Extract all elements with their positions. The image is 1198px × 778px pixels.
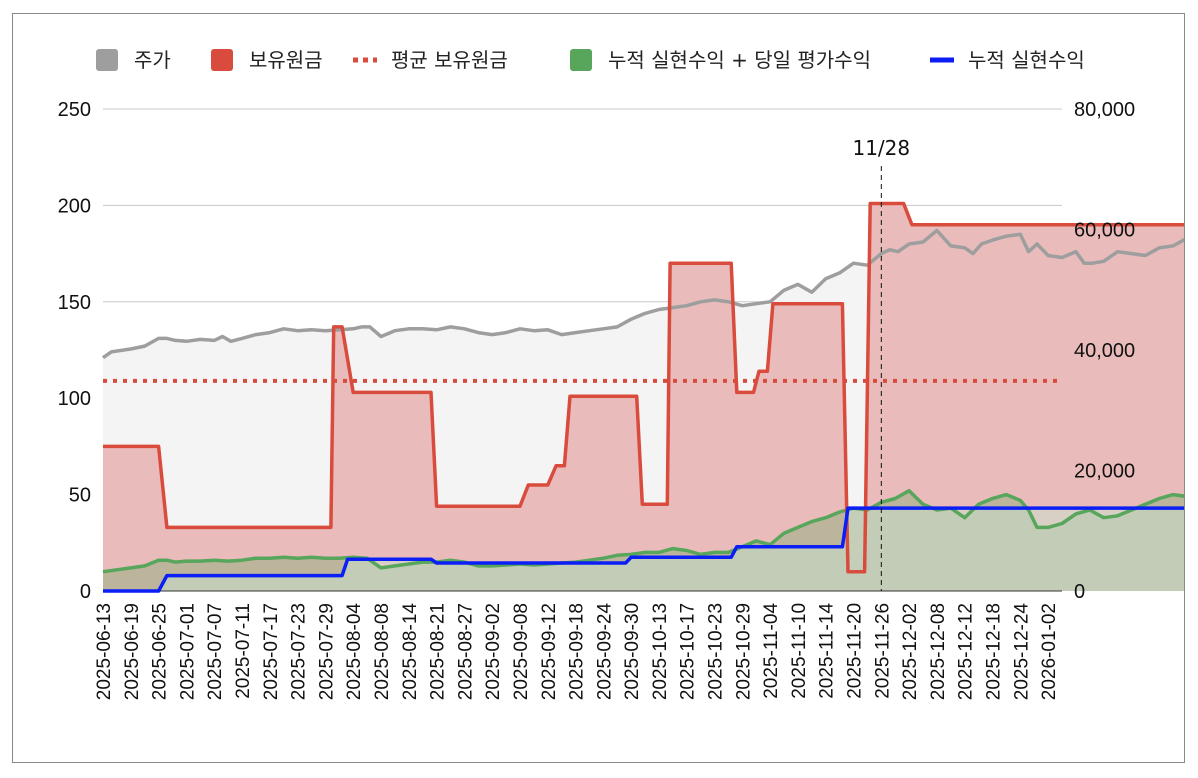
y-left-tick-label: 100 xyxy=(58,388,91,410)
series-line-total-return xyxy=(102,488,1184,574)
x-tick-label: 2025-11-14 xyxy=(817,603,838,699)
x-tick-label: 2025-07-23 xyxy=(289,603,310,700)
x-tick-label: 2025-07-07 xyxy=(205,603,226,700)
realized-area xyxy=(103,508,1184,591)
y-right-tick-label: 60,000 xyxy=(1074,220,1135,242)
legend-item: 보유원금 xyxy=(211,48,323,72)
legend-swatch xyxy=(570,49,592,71)
x-tick-label: 2025-09-12 xyxy=(539,603,560,700)
x-tick-label: 2025-10-23 xyxy=(706,603,727,700)
x-tick-label: 2025-07-01 xyxy=(177,603,198,700)
x-tick-label: 2026-01-02 xyxy=(1039,603,1060,700)
x-tick-label: 2025-09-24 xyxy=(594,603,615,701)
x-tick-label: 2025-07-17 xyxy=(261,603,282,700)
x-tick-label: 2025-09-08 xyxy=(511,603,532,700)
legend-item: 누적 실현수익 + 당일 평가수익 xyxy=(570,48,871,72)
x-tick-label: 2025-08-21 xyxy=(428,603,449,700)
x-tick-label: 2025-11-04 xyxy=(761,603,782,699)
x-tick-label: 2025-10-17 xyxy=(678,603,699,700)
x-tick-label: 2025-12-02 xyxy=(900,603,921,700)
legend-label: 주가 xyxy=(134,48,171,72)
y-left-tick-label: 200 xyxy=(58,195,91,217)
x-tick-label: 2025-09-18 xyxy=(567,603,588,700)
x-tick-label: 2025-12-08 xyxy=(928,603,949,700)
x-tick-label: 2025-12-18 xyxy=(984,603,1005,700)
y-left-tick-label: 150 xyxy=(58,292,91,314)
x-tick-label: 2025-12-12 xyxy=(956,603,977,700)
legend-label: 보유원금 xyxy=(249,48,323,72)
x-tick-label: 2025-12-24 xyxy=(1011,603,1032,701)
legend-label: 누적 실현수익 xyxy=(968,48,1085,72)
y-left-tick-label: 250 xyxy=(58,99,91,121)
legend-label: 누적 실현수익 + 당일 평가수익 xyxy=(608,48,871,72)
x-tick-label: 2025-11-20 xyxy=(845,603,866,699)
x-tick-label: 2025-06-19 xyxy=(122,603,143,700)
x-tick-label: 2025-11-26 xyxy=(872,603,893,699)
y-right-tick-label: 0 xyxy=(1074,581,1085,603)
x-tick-label: 2025-09-02 xyxy=(483,603,504,700)
legend-swatch xyxy=(96,49,118,71)
legend-item: 누적 실현수익 xyxy=(930,48,1085,72)
x-tick-label: 2025-10-13 xyxy=(650,603,671,700)
legend-label: 평균 보유원금 xyxy=(391,48,508,72)
legend-item: 평균 보유원금 xyxy=(353,48,508,72)
x-tick-label: 2025-10-29 xyxy=(733,603,754,700)
y-left-tick-label: 50 xyxy=(69,485,91,507)
legend-item: 주가 xyxy=(96,48,171,72)
chart-svg: 11/28 0 50 100 150 200 250 0 20,000 40,000 60,000 8… xyxy=(58,48,1184,701)
x-tick-label: 2025-07-11 xyxy=(233,603,254,699)
y-right-tick-label: 40,000 xyxy=(1074,340,1135,362)
chart-frame: 11/28 0 50 100 150 200 250 0 20,000 40,000 60,000 8… xyxy=(12,13,1185,763)
x-tick-label: 2025-07-29 xyxy=(316,603,337,700)
x-tick-label: 2025-08-27 xyxy=(455,603,476,700)
x-tick-label: 2025-06-13 xyxy=(94,603,115,700)
legend-swatch xyxy=(211,49,233,71)
y-left-tick-label: 0 xyxy=(80,581,91,603)
series-line-realized xyxy=(103,506,1184,593)
y-right-tick-label: 80,000 xyxy=(1074,99,1135,121)
x-tick-label: 2025-06-25 xyxy=(150,603,171,700)
x-tick-label: 2025-08-08 xyxy=(372,603,393,700)
x-tick-label: 2025-11-10 xyxy=(789,603,810,699)
x-tick-label: 2025-09-30 xyxy=(622,603,643,700)
annotation-label: 11/28 xyxy=(852,136,910,160)
x-tick-label: 2025-08-04 xyxy=(344,603,365,701)
series-line-price xyxy=(101,228,1184,360)
y-right-tick-label: 20,000 xyxy=(1074,461,1135,483)
x-tick-label: 2025-08-14 xyxy=(400,603,421,701)
series-line-holding xyxy=(103,201,1184,574)
